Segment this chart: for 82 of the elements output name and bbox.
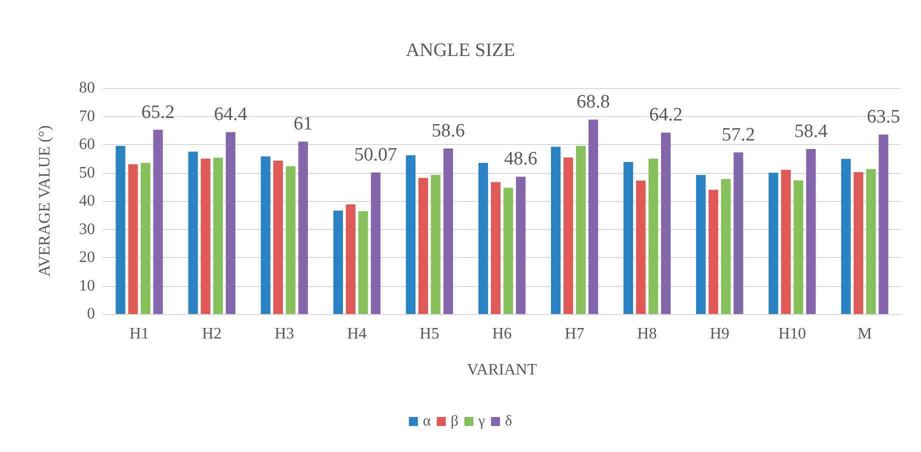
data-label: 57.2 — [722, 124, 756, 146]
bar — [576, 146, 586, 314]
bar — [636, 180, 646, 314]
x-tick-label: H6 — [492, 326, 512, 342]
bar — [854, 172, 864, 314]
bar — [418, 178, 428, 314]
bar — [708, 190, 718, 314]
bar — [153, 130, 163, 314]
bar — [443, 148, 454, 314]
x-tick-label: H10 — [778, 326, 806, 342]
bar — [333, 210, 343, 314]
x-tick-label: H5 — [420, 326, 440, 342]
bar — [213, 158, 223, 314]
data-label: 61 — [294, 114, 313, 135]
bar — [140, 162, 150, 314]
bar — [794, 180, 804, 314]
data-label: 58.4 — [794, 121, 828, 142]
bar — [661, 132, 671, 314]
y-tick-label: 40 — [79, 192, 95, 210]
y-tick-label: 60 — [79, 136, 95, 153]
bar — [563, 157, 574, 314]
bar — [624, 162, 634, 314]
bar — [503, 188, 514, 314]
x-tick-label: H1 — [129, 326, 150, 342]
x-tick-label: H2 — [202, 326, 222, 342]
bar — [781, 170, 791, 314]
bar — [430, 175, 441, 314]
y-tick-label: 30 — [79, 220, 95, 238]
bar — [406, 155, 416, 314]
x-tick-label: H8 — [637, 326, 657, 342]
legend-label: δ — [505, 414, 512, 430]
bar — [490, 182, 501, 314]
bar — [358, 211, 368, 314]
y-axis-title: AVERAGE VALUE (°) — [36, 125, 54, 277]
x-tick-label: M — [858, 326, 872, 342]
bar — [806, 149, 816, 314]
x-tick-label: H9 — [710, 326, 730, 342]
legend-label: α — [422, 414, 431, 430]
x-tick-label: H7 — [564, 326, 584, 342]
bar — [226, 132, 236, 314]
bar — [550, 146, 561, 314]
bar — [116, 146, 126, 314]
data-label: 50.07 — [354, 144, 398, 166]
data-label: 58.6 — [432, 120, 465, 142]
bar — [696, 175, 706, 314]
y-tick-label: 70 — [79, 108, 95, 125]
data-label: 64.2 — [649, 104, 682, 126]
data-label: 48.6 — [504, 148, 538, 170]
data-label: 63.5 — [866, 106, 900, 128]
bar — [588, 120, 598, 314]
y-tick-label: 0 — [87, 306, 95, 322]
bar — [260, 156, 270, 314]
bar — [878, 134, 888, 314]
bar — [298, 142, 308, 314]
y-tick-label: 10 — [79, 277, 95, 294]
data-label: 65.2 — [141, 102, 175, 123]
bar — [768, 172, 778, 314]
legend-label: γ — [477, 414, 486, 430]
bar — [370, 172, 380, 314]
bar — [734, 152, 744, 314]
legend-label: β — [450, 414, 458, 430]
y-tick-label: 50 — [79, 164, 95, 182]
chart-title: ANGLE SIZE — [406, 40, 516, 61]
bar — [188, 152, 198, 314]
bar — [346, 204, 356, 314]
bar — [273, 160, 283, 314]
y-tick-label: 80 — [79, 80, 95, 96]
bar — [516, 176, 526, 314]
bar — [841, 158, 851, 314]
x-tick-label: H3 — [274, 326, 294, 342]
y-tick-label: 20 — [79, 249, 95, 266]
data-label: 68.8 — [576, 92, 610, 113]
x-tick-label: H4 — [347, 326, 367, 342]
bar — [200, 158, 210, 314]
bar — [286, 166, 296, 314]
x-axis-title: VARIANT — [467, 362, 538, 378]
data-label: 64.4 — [214, 104, 248, 126]
bar — [866, 169, 876, 314]
bar — [721, 178, 731, 314]
bar — [478, 162, 488, 314]
bar — [648, 158, 658, 314]
bar — [128, 164, 138, 314]
